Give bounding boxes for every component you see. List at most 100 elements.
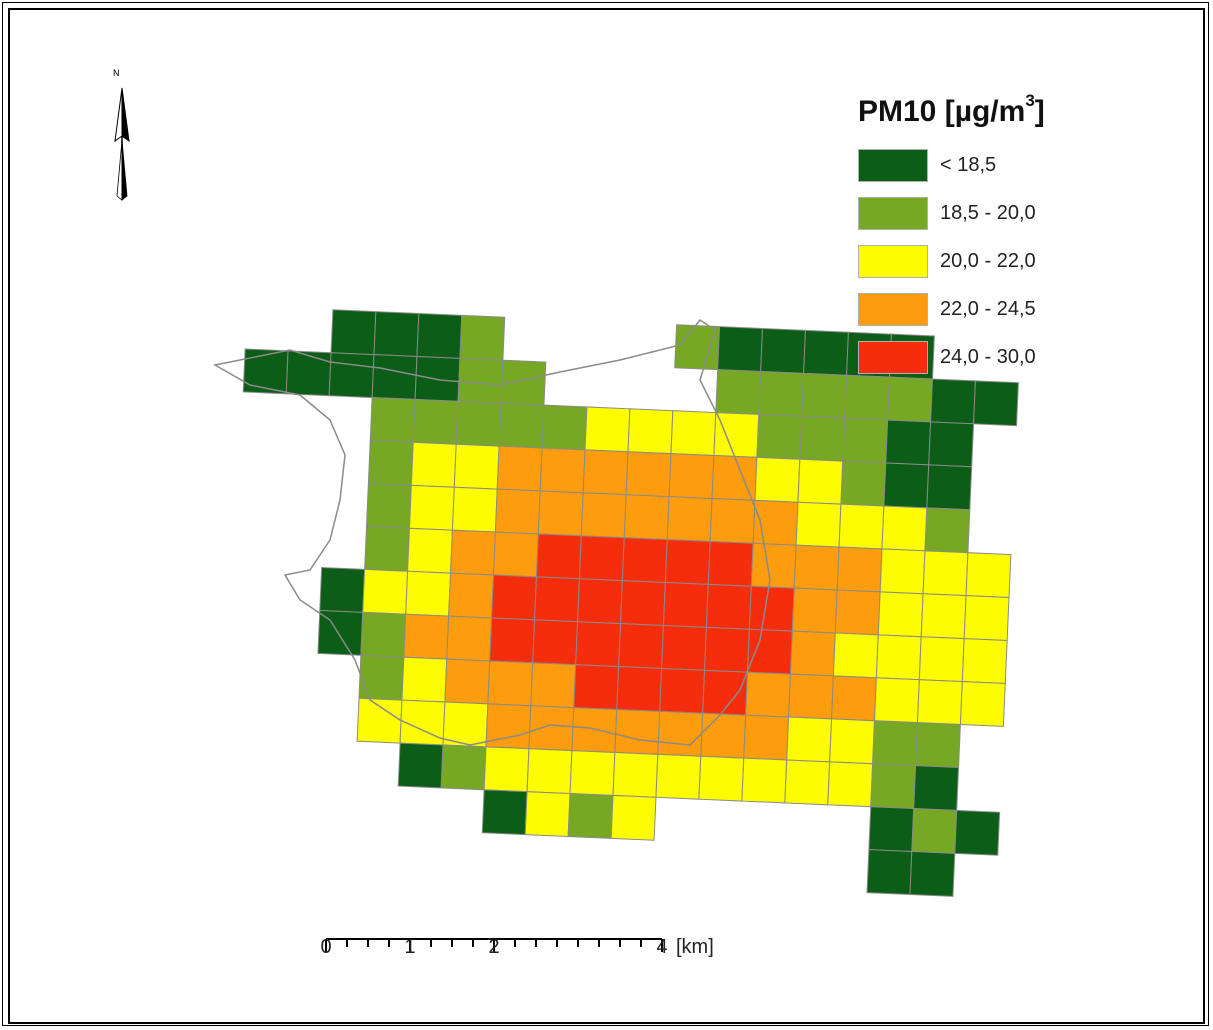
scale-tick-label: 2 (488, 936, 500, 958)
grid-cell (577, 578, 623, 625)
grid-cell (578, 535, 625, 582)
grid-cell (408, 484, 455, 531)
legend-swatch (858, 340, 928, 374)
grid-cell (866, 849, 913, 895)
grid-cell (580, 492, 627, 539)
grid-cell (567, 793, 614, 839)
grid-cell (416, 312, 463, 359)
grid-cell (666, 496, 713, 542)
map-frame (8, 8, 1205, 1024)
grid-cell (446, 615, 493, 662)
grid-cell (319, 566, 366, 613)
grid-cell (612, 751, 659, 798)
grid-cell (524, 791, 571, 838)
grid-cell (920, 593, 967, 640)
grid-cell (674, 324, 721, 371)
grid-cell (362, 568, 409, 615)
grid-cell (401, 656, 448, 703)
grid-cell (537, 490, 584, 537)
grid-cell (803, 329, 849, 376)
grid-cell (534, 576, 580, 623)
grid-cell (453, 443, 500, 490)
grid-cell (840, 460, 887, 507)
grid-cell (758, 370, 805, 417)
grid-cell (838, 503, 885, 550)
grid-cell (489, 617, 536, 664)
grid-cell (926, 464, 973, 511)
grid-cell (786, 716, 833, 763)
legend-item: 24,0 - 30,0 (858, 333, 1045, 381)
legend-label: < 18,5 (940, 153, 997, 176)
grid-cell (713, 412, 760, 458)
scale-tick-label: 4 (656, 936, 668, 958)
grid-cell (664, 539, 711, 585)
grid-cell (535, 533, 582, 580)
grid-cell (916, 679, 963, 726)
grid-cell (619, 580, 666, 626)
grid-cell (621, 537, 668, 584)
grid-cell (745, 671, 791, 718)
grid-cell (875, 634, 922, 681)
grid-cell (911, 808, 958, 854)
grid-cell (541, 404, 588, 451)
scale-unit-label: [km] (676, 936, 714, 958)
grid-cell (887, 376, 933, 423)
grid-cell (879, 548, 926, 595)
grid-cell (610, 794, 657, 841)
grid-cell (571, 707, 618, 753)
grid-cell (789, 630, 836, 677)
legend-title: PM10 [µg/m3] (858, 91, 1045, 128)
grid-cell (915, 722, 961, 768)
grid-cell (868, 806, 915, 853)
grid-cell (242, 348, 289, 395)
grid-cell (661, 624, 707, 671)
grid-cell (405, 570, 452, 617)
grid-cell (760, 327, 806, 374)
grid-cell (575, 621, 622, 668)
grid-cell (784, 759, 831, 806)
grid-cell (364, 525, 410, 572)
grid-cell (451, 486, 498, 533)
grid-cell (358, 654, 405, 701)
grid-cell (407, 527, 453, 574)
legend-label: 20,0 - 22,0 (940, 249, 1036, 272)
grid-cell (704, 626, 750, 673)
grid-cell (668, 453, 715, 499)
grid-cell (360, 611, 407, 658)
boundary-line (212, 318, 771, 746)
legend: PM10 [µg/m3] < 18,5 18,5 - 20,0 20,0 - 22,… (858, 91, 1045, 381)
grid-cell (909, 850, 956, 897)
grid-cell (832, 632, 879, 679)
grid-cell (872, 720, 918, 767)
north-label: N (113, 68, 120, 78)
grid-cell (448, 572, 495, 619)
grid-cell (922, 550, 969, 597)
grid-cell (670, 410, 717, 457)
grid-cell (791, 587, 838, 634)
grid-cell (743, 714, 790, 761)
grid-cell (799, 415, 846, 462)
grid-cell (582, 449, 629, 496)
grid-cell (369, 397, 416, 443)
grid-cell (459, 314, 506, 361)
grid-cell (870, 763, 917, 810)
grid-cell (717, 326, 764, 372)
grid-cell (954, 809, 1001, 856)
grid-cell (700, 712, 747, 759)
grid-cell (539, 447, 586, 494)
legend-swatch (858, 292, 928, 326)
grid-cell (930, 378, 976, 425)
grid-cell (365, 482, 412, 529)
grid-cell (793, 544, 840, 591)
grid-cell (457, 357, 504, 404)
grid-cell (569, 750, 616, 796)
grid-cell (836, 546, 883, 593)
grid-cell (827, 761, 874, 808)
grid-cell (801, 372, 848, 419)
city-boundary-outline (212, 318, 771, 746)
grid-cell (373, 311, 420, 357)
grid-cell (662, 581, 709, 628)
grid-cell (614, 708, 661, 755)
grid-cell (707, 540, 754, 587)
